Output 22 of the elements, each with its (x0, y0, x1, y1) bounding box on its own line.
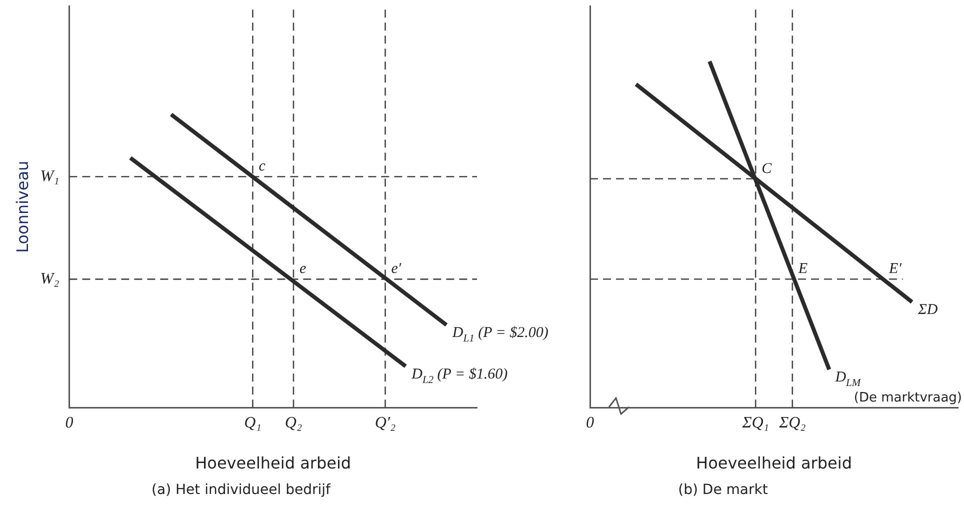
x-tick-label: Q₂ (284, 414, 302, 432)
x-tick-label: ΣQ₂ (778, 414, 806, 432)
ref-line-label: W₂ (40, 270, 60, 288)
series-label: ΣD (917, 302, 938, 318)
x-tick-label: 0 (65, 414, 74, 432)
annotation: E (797, 261, 808, 278)
y-axis-title: Loonniveau (12, 160, 32, 253)
text: (a) Het individueel bedrijf (150, 482, 332, 498)
annotation: (De marktvraag) (854, 390, 962, 406)
x-axis-title: Hoeveelheid arbeid (195, 454, 352, 473)
annotation: c (258, 158, 266, 175)
x-tick-label: ΣQ₁ (741, 414, 769, 432)
annotation: C (762, 160, 773, 177)
x-tick-label: Q′₂ (374, 414, 396, 432)
annotation: E′ (888, 261, 902, 278)
annotation: e (299, 261, 306, 278)
text: (b) De markt (677, 482, 769, 498)
x-tick-label: 0 (586, 414, 594, 432)
ref-line-label: W₁ (40, 168, 60, 185)
x-axis-title: Hoeveelheid arbeid (696, 454, 852, 473)
annotation: e′ (391, 261, 402, 278)
x-tick-label: Q₁ (244, 414, 262, 432)
